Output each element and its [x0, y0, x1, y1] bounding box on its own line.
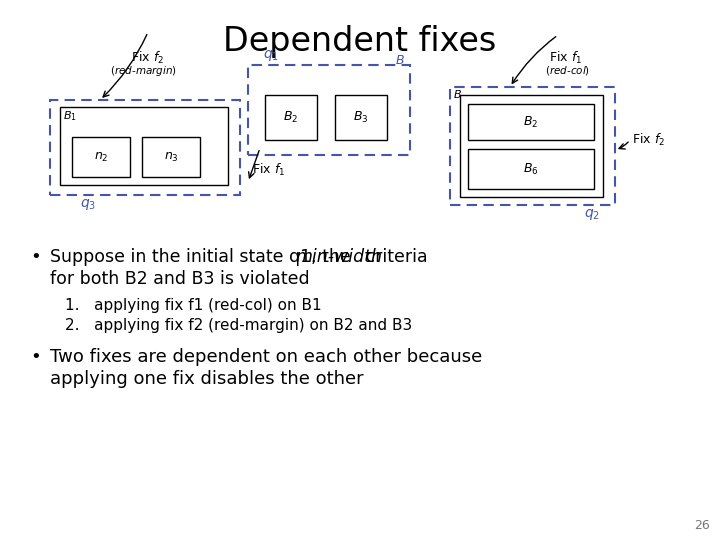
- Text: $B_2$: $B_2$: [284, 110, 299, 125]
- Bar: [468, 104, 594, 140]
- Text: $q_3$: $q_3$: [80, 197, 96, 212]
- Bar: [142, 137, 200, 177]
- Bar: [50, 100, 240, 195]
- Text: Fix $f_1$: Fix $f_1$: [549, 50, 582, 66]
- Text: $B$: $B$: [395, 54, 405, 67]
- Text: $(red$-$col)$: $(red$-$col)$: [546, 64, 590, 77]
- Bar: [248, 65, 410, 155]
- Text: for both B2 and B3 is violated: for both B2 and B3 is violated: [50, 270, 310, 288]
- Text: $B_1$: $B_1$: [63, 109, 77, 123]
- Text: $q_1$: $q_1$: [263, 48, 279, 63]
- Text: Fix $f_2$: Fix $f_2$: [132, 50, 165, 66]
- Text: $n_3$: $n_3$: [163, 151, 179, 164]
- Text: $n_2$: $n_2$: [94, 151, 108, 164]
- Bar: [60, 107, 228, 185]
- Text: $(red$-$margin)$: $(red$-$margin)$: [109, 64, 176, 78]
- Text: applying one fix disables the other: applying one fix disables the other: [50, 370, 364, 388]
- Text: Fix $f_1$: Fix $f_1$: [252, 162, 285, 178]
- Text: $B_2$: $B_2$: [523, 114, 539, 130]
- Text: Dependent fixes: Dependent fixes: [223, 25, 497, 58]
- Bar: [265, 95, 317, 140]
- Text: $q_2$: $q_2$: [584, 207, 600, 222]
- Text: $B$: $B$: [453, 88, 462, 100]
- Text: criteria: criteria: [360, 248, 428, 266]
- Text: 26: 26: [694, 519, 710, 532]
- Bar: [72, 137, 130, 177]
- Text: •: •: [30, 248, 41, 266]
- Text: min-width: min-width: [295, 248, 382, 266]
- Text: Suppose in the initial state q1, the: Suppose in the initial state q1, the: [50, 248, 356, 266]
- Text: $B_6$: $B_6$: [523, 161, 539, 177]
- Bar: [450, 87, 615, 205]
- Bar: [335, 95, 387, 140]
- Bar: [460, 95, 603, 197]
- Text: 1.   applying fix f1 (red-col) on B1: 1. applying fix f1 (red-col) on B1: [65, 298, 322, 313]
- Text: Two fixes are dependent on each other because: Two fixes are dependent on each other be…: [50, 348, 482, 366]
- Bar: [468, 149, 594, 189]
- Text: 2.   applying fix f2 (red-margin) on B2 and B3: 2. applying fix f2 (red-margin) on B2 an…: [65, 318, 413, 333]
- Text: $B_3$: $B_3$: [354, 110, 369, 125]
- Text: Fix $f_2$: Fix $f_2$: [632, 132, 665, 148]
- Text: •: •: [30, 348, 41, 366]
